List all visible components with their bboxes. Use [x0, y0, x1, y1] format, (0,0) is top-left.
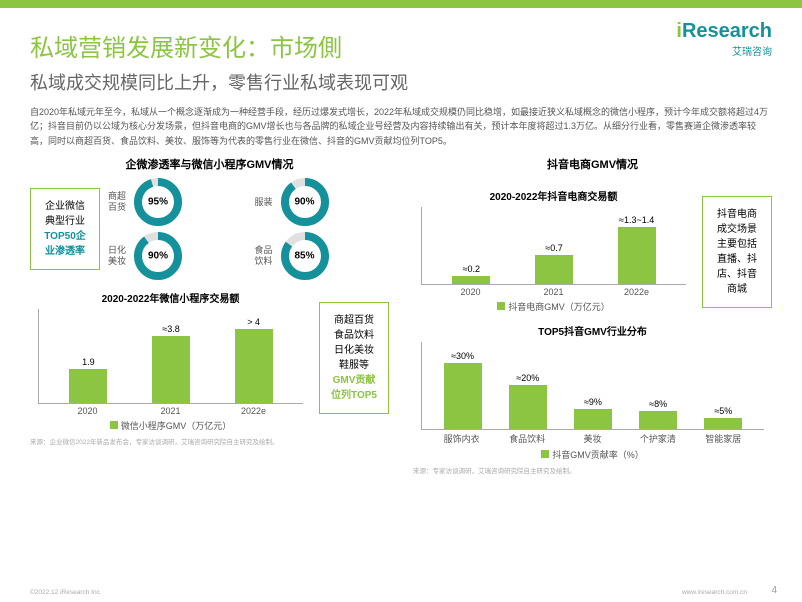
bar: ≈30% — [437, 351, 489, 429]
body-paragraph: 自2020年私域元年至今，私域从一个概念逐渐成为一种经营手段，经历过爆发式增长，… — [30, 105, 772, 148]
bar: ≈0.2 — [445, 264, 497, 284]
douyin-info-box: 抖音电商 成交场景 主要包括 直播、抖 店、抖音 商城 — [702, 196, 772, 308]
bar: ≈8% — [632, 399, 684, 429]
donut-item: 食品饮料 85% — [255, 232, 390, 280]
page-number: 4 — [771, 585, 777, 596]
donut-item: 商超百货 95% — [108, 178, 243, 226]
douyin-bar-chart-2: ≈30%≈20% ≈9% ≈8% ≈5% — [421, 342, 764, 430]
douyin-legend-1: 抖音电商GMV（万亿元） — [413, 300, 694, 313]
title-sub: 私域成交规模同比上升，零售行业私域表现可观 — [30, 69, 802, 95]
wechat-info-box-2: 商超百货 食品饮料 日化美妆 鞋服等 GMV贡献 位列TOP5 — [319, 302, 389, 414]
bar: ≈0.7 — [528, 243, 580, 284]
bar: ≈3.8 — [145, 324, 197, 404]
bar: ≈9% — [567, 397, 619, 429]
douyin-chart2-title: TOP5抖音GMV行业分布 — [413, 323, 772, 338]
donut-item: 服装 90% — [255, 178, 390, 226]
douyin-legend-2: 抖音GMV贡献率（%） — [413, 448, 772, 461]
wechat-header: 企微渗透率与微信小程序GMV情况 — [30, 156, 389, 172]
douyin-bar-chart-1: ≈0.2 ≈0.7 ≈1.3~1.4 — [421, 207, 686, 285]
source-left: 来源：企业微信2022年新品发布会，专家访谈调研，艾瑞咨询研究院自主研究及绘制。 — [30, 436, 389, 446]
bar: ≈20% — [502, 373, 554, 429]
wechat-info-box-1: 企业微信 典型行业 TOP50企 业渗透率 — [30, 188, 100, 270]
wechat-legend: 微信小程序GMV（万亿元） — [30, 419, 311, 432]
douyin-chart1-title: 2020-2022年抖音电商交易额 — [413, 188, 694, 203]
bar: > 4 — [228, 317, 280, 404]
footer-copyright: ©2022.12 iResearch Inc. — [30, 589, 102, 596]
wechat-chart-title: 2020-2022年微信小程序交易额 — [30, 290, 311, 305]
bar: ≈1.3~1.4 — [611, 215, 663, 284]
bar: 1.9 — [62, 357, 114, 403]
wechat-bar-chart: 1.9 ≈3.8 > 4 — [38, 309, 303, 404]
donut-item: 日化美妆 90% — [108, 232, 243, 280]
douyin-header: 抖音电商GMV情况 — [413, 156, 772, 172]
source-right: 来源：专家访谈调研，艾瑞咨询研究院自主研究及绘制。 — [413, 465, 772, 475]
donut-grid: 商超百货 95% 服装 90% 日化美妆 90% 食品饮料 85% — [108, 178, 389, 280]
footer-url: www.iresearch.com.cn — [682, 589, 747, 596]
bar: ≈5% — [697, 406, 749, 429]
logo: iResearch 艾瑞咨询 — [676, 20, 772, 58]
